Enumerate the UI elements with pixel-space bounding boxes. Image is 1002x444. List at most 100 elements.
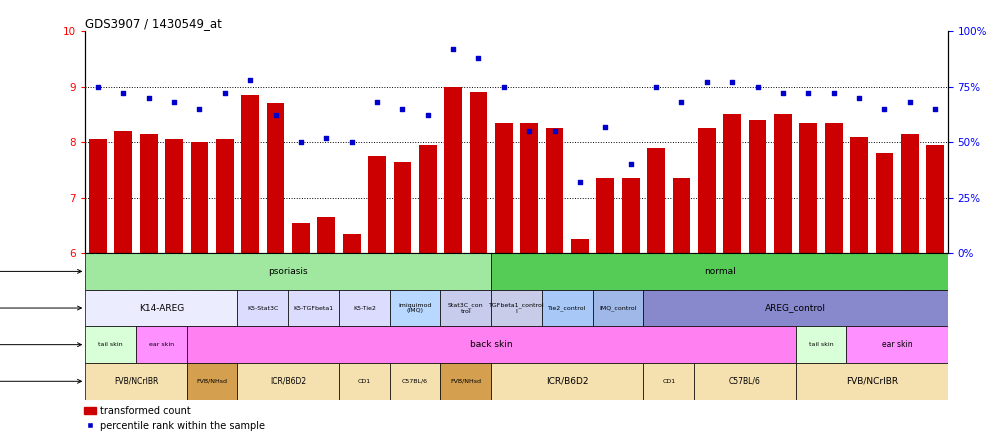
Bar <box>186 363 237 400</box>
Text: psoriasis: psoriasis <box>269 267 308 276</box>
Bar <box>541 290 592 326</box>
Point <box>419 112 435 119</box>
Text: Stat3C_con
trol: Stat3C_con trol <box>448 302 483 314</box>
Text: tail skin: tail skin <box>98 342 123 347</box>
Text: FVB/NHsd: FVB/NHsd <box>196 379 227 384</box>
Text: tail skin: tail skin <box>808 342 833 347</box>
Text: AREG_control: AREG_control <box>765 304 826 313</box>
Point <box>571 178 587 186</box>
Text: ICR/B6D2: ICR/B6D2 <box>270 377 306 386</box>
Bar <box>339 363 390 400</box>
Text: CD1: CD1 <box>358 379 371 384</box>
Bar <box>85 253 491 290</box>
Point <box>698 79 714 86</box>
Bar <box>520 123 537 253</box>
Bar <box>469 92 487 253</box>
Text: K5-Stat3C: K5-Stat3C <box>246 305 279 310</box>
Text: C57BL/6: C57BL/6 <box>728 377 761 386</box>
Point <box>191 105 207 112</box>
Bar <box>317 217 335 253</box>
Bar <box>774 115 791 253</box>
Bar <box>596 178 613 253</box>
Point <box>850 94 866 101</box>
Point <box>876 105 892 112</box>
Bar <box>722 115 740 253</box>
Point <box>318 134 334 141</box>
Point <box>622 161 638 168</box>
Bar <box>85 363 186 400</box>
Bar <box>592 290 642 326</box>
Text: FVB/NCrIBR: FVB/NCrIBR <box>845 377 897 386</box>
Bar <box>621 178 639 253</box>
Bar <box>491 363 642 400</box>
Bar <box>900 134 918 253</box>
Point <box>445 45 461 52</box>
Point <box>268 112 284 119</box>
Bar <box>292 222 310 253</box>
Bar <box>419 145 436 253</box>
Legend: transformed count, percentile rank within the sample: transformed count, percentile rank withi… <box>80 402 269 435</box>
Bar <box>570 239 588 253</box>
Bar <box>368 156 386 253</box>
Bar <box>642 290 947 326</box>
Point <box>825 90 841 97</box>
Point <box>926 105 942 112</box>
Bar <box>343 234 360 253</box>
Point <box>521 127 537 135</box>
Bar <box>795 326 846 363</box>
Bar <box>136 326 186 363</box>
Bar <box>850 137 867 253</box>
Bar <box>440 290 491 326</box>
Text: FVB/NCrIBR: FVB/NCrIBR <box>113 377 158 386</box>
Text: ear skin: ear skin <box>881 340 912 349</box>
Point <box>672 99 688 106</box>
Bar <box>545 128 563 253</box>
Text: Tie2_control: Tie2_control <box>547 305 586 311</box>
Bar <box>693 363 795 400</box>
Point <box>647 83 663 90</box>
Text: genotype/variation: genotype/variation <box>0 304 81 313</box>
Text: strain: strain <box>0 377 81 386</box>
Bar <box>642 363 693 400</box>
Bar <box>237 363 339 400</box>
Point <box>748 83 765 90</box>
Bar <box>846 326 947 363</box>
Point <box>216 90 232 97</box>
Bar <box>672 178 689 253</box>
Bar <box>491 253 947 290</box>
Point <box>166 99 182 106</box>
Text: disease state: disease state <box>0 267 81 276</box>
Bar <box>339 290 390 326</box>
Bar <box>926 145 943 253</box>
Point <box>394 105 410 112</box>
Bar <box>747 120 766 253</box>
Bar <box>237 290 288 326</box>
Bar <box>875 153 893 253</box>
Text: back skin: back skin <box>469 340 512 349</box>
Point <box>775 90 791 97</box>
Point <box>90 83 106 90</box>
Point <box>800 90 816 97</box>
Bar <box>267 103 285 253</box>
Bar <box>85 290 237 326</box>
Point <box>241 76 258 83</box>
Bar <box>646 148 664 253</box>
Bar <box>494 123 512 253</box>
Text: ICR/B6D2: ICR/B6D2 <box>545 377 588 386</box>
Point <box>546 127 562 135</box>
Point <box>901 99 917 106</box>
Bar <box>241 95 259 253</box>
Point <box>369 99 385 106</box>
Point <box>470 54 486 61</box>
Point <box>293 139 309 146</box>
Bar <box>799 123 817 253</box>
Bar <box>190 142 208 253</box>
Bar <box>491 290 541 326</box>
Text: ear skin: ear skin <box>148 342 173 347</box>
Text: K14-AREG: K14-AREG <box>138 304 183 313</box>
Point <box>723 79 739 86</box>
Bar <box>444 87 462 253</box>
Bar <box>390 290 440 326</box>
Text: normal: normal <box>703 267 734 276</box>
Point <box>115 90 131 97</box>
